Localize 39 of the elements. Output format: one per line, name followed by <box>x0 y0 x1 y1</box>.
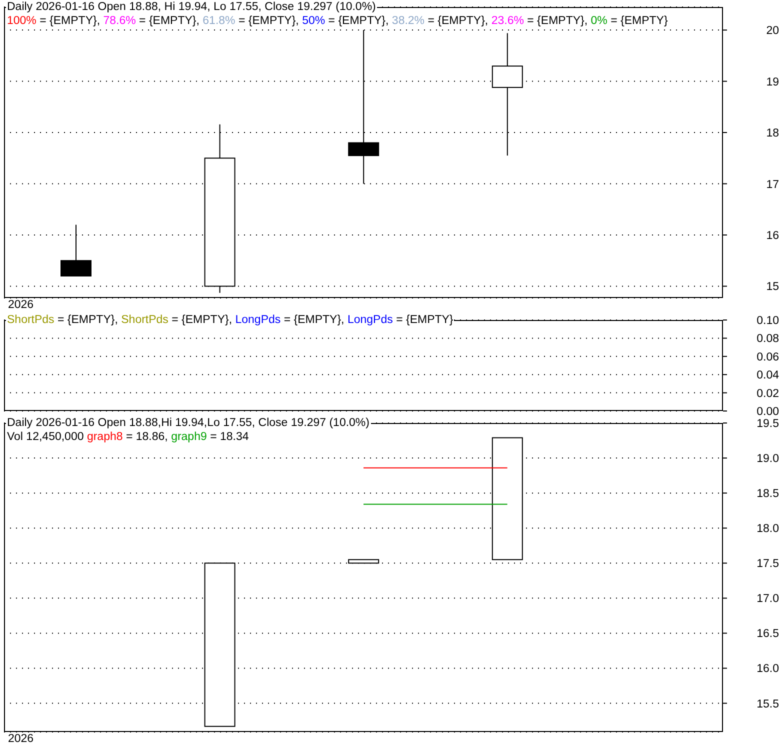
y-tick-label: 16.0 <box>756 663 779 676</box>
y-tick-label: 17 <box>766 178 779 191</box>
y-tick-label: 19.0 <box>756 453 779 466</box>
legend-label: ShortPds = {EMPTY}, <box>7 314 119 326</box>
legend-label: 100% = {EMPTY}, <box>7 15 102 27</box>
legend-label: ShortPds = {EMPTY}, <box>121 314 234 326</box>
annotation: Vol 12,450,000 <box>7 431 85 443</box>
y-tick-label: 17.0 <box>756 593 779 606</box>
y-tick-label: 0.10 <box>756 315 779 327</box>
y-tick-label: 18 <box>766 128 779 140</box>
legend-label: 0% = {EMPTY} <box>590 15 668 27</box>
legend-label: 50% = {EMPTY}, <box>302 15 390 27</box>
y-tick-label: 0.06 <box>756 351 779 364</box>
y-tick-label: 18.5 <box>756 488 779 500</box>
text: graph9 = 18.34 <box>171 431 249 443</box>
y-tick-label: 15 <box>766 281 779 294</box>
legend-label: 78.6% = {EMPTY}, <box>103 15 200 27</box>
text: graph8 = 18.86, <box>86 431 169 443</box>
legend-label: 23.6% = {EMPTY}, <box>491 15 589 27</box>
y-tick-label: 0.08 <box>756 333 779 346</box>
y-tick-label: 18.0 <box>756 523 779 536</box>
y-tick-label: 0.04 <box>756 370 780 382</box>
legend-label: 61.8% = {EMPTY}, <box>202 15 300 27</box>
y-tick-label: 15.5 <box>756 698 779 710</box>
y-tick-label: 19 <box>766 76 779 88</box>
y-tick-label: 0.00 <box>756 406 779 418</box>
y-tick-label: 17.5 <box>756 558 779 570</box>
y-tick-label: 0.02 <box>756 388 779 400</box>
chart-title: Daily 2026-01-16 Open 18.88,Hi 19.94,Lo 17.55, Close 19.297 (10.0%) <box>6 417 370 430</box>
y-tick-label: 20 <box>766 25 779 38</box>
x-tick-label: 2026 <box>8 299 34 311</box>
x-tick-label: 2026 <box>8 733 34 745</box>
y-tick-label: 16 <box>766 230 779 242</box>
y-tick-label: 16.5 <box>756 628 779 640</box>
legend-label: LongPds = {EMPTY} <box>347 314 454 326</box>
legend-label: 38.2% = {EMPTY}, <box>392 15 490 27</box>
y-tick-label: 19.5 <box>756 418 779 430</box>
chart-title: Daily 2026-01-16 Open 18.88, Hi 19.94, Lo 17.55, Close 19.297 (10.0%) <box>6 1 377 14</box>
legend-label: LongPds = {EMPTY}, <box>235 314 346 326</box>
